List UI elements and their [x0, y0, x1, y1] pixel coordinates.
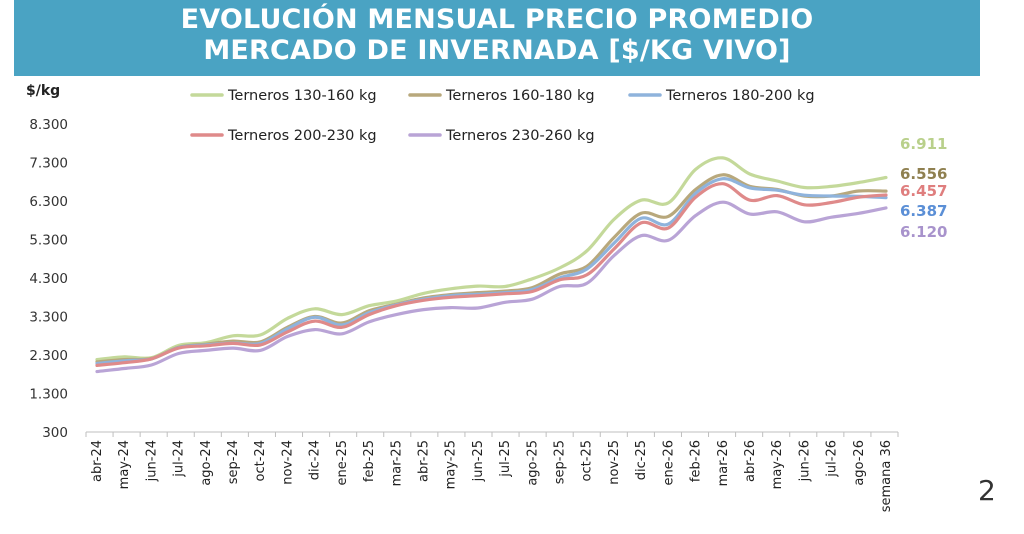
y-tick-label: 2.300 [29, 348, 68, 364]
series-line-3 [95, 177, 888, 366]
x-tick-label: jun-25 [471, 440, 486, 482]
y-tick-label: 4.300 [29, 271, 68, 287]
x-tick-label: nov-25 [607, 440, 622, 485]
x-tick-label: abr-24 [90, 440, 105, 482]
x-tick-label: oct-25 [580, 440, 595, 481]
x-tick-label: dic-25 [634, 440, 649, 480]
x-tick-label: oct-24 [253, 440, 268, 481]
series-line-5 [95, 200, 888, 374]
y-axis-label: $/kg [26, 83, 60, 99]
x-tick-label: ago-24 [199, 440, 214, 486]
x-tick-label: ago-26 [852, 440, 867, 486]
x-tick-label: mar-26 [716, 440, 731, 486]
x-tick-label: may-24 [117, 440, 132, 489]
end-value-label: 6.556 [900, 165, 947, 183]
x-tick-label: ene-26 [661, 440, 676, 485]
legend-entry-label: Terneros 230-260 kg [445, 128, 595, 144]
series-line-4 [95, 182, 888, 367]
title-banner: EVOLUCIÓN MENSUAL PRECIO PROMEDIO MERCAD… [14, 0, 980, 76]
y-tick-label: 3.300 [29, 310, 68, 326]
legend-entry-label: Terneros 160-180 kg [445, 88, 595, 104]
x-tick-label: jun-26 [797, 440, 812, 482]
legend-entry-label: Terneros 200-230 kg [227, 128, 377, 144]
end-value-label: 6.457 [900, 182, 947, 200]
x-tick-label: ago-25 [525, 440, 540, 486]
x-tick-label: sep-24 [226, 440, 241, 484]
page-number: 2 [978, 474, 996, 507]
y-tick-label: 8.300 [29, 117, 68, 133]
x-tick-label: jun-24 [144, 440, 159, 482]
x-tick-label: dic-24 [308, 440, 323, 480]
x-tick-label: sep-25 [553, 440, 568, 484]
chart-title-line-1: EVOLUCIÓN MENSUAL PRECIO PROMEDIO [180, 4, 814, 35]
legend-entry-label: Terneros 130-160 kg [227, 88, 377, 104]
end-value-label: 6.911 [900, 135, 947, 153]
x-tick-label: may-26 [770, 440, 785, 489]
y-tick-label: 300 [42, 425, 68, 441]
x-tick-label: feb-25 [362, 440, 377, 482]
x-tick-label: nov-24 [280, 440, 295, 485]
x-tick-label: jul-25 [498, 440, 513, 478]
series-line-1 [95, 156, 888, 362]
x-tick-label: ene-25 [335, 440, 350, 485]
y-tick-label: 7.300 [29, 156, 68, 172]
x-tick-label: may-25 [444, 440, 459, 489]
legend-entry-label: Terneros 180-200 kg [665, 88, 815, 104]
x-tick-label: abr-25 [416, 440, 431, 482]
x-tick-label: jul-24 [172, 440, 187, 478]
y-tick-label: 5.300 [29, 233, 68, 249]
chart-title-line-2: MERCADO DE INVERNADA [$/KG VIVO] [203, 35, 791, 66]
end-value-label: 6.387 [900, 202, 947, 220]
x-tick-label: feb-26 [689, 440, 704, 482]
x-tick-label: semana 36 [879, 440, 894, 512]
x-tick-label: jul-26 [825, 440, 840, 478]
y-tick-label: 1.300 [29, 387, 68, 403]
y-tick-label: 6.300 [29, 194, 68, 210]
end-value-label: 6.120 [900, 223, 947, 241]
series-line-2 [95, 173, 888, 364]
x-tick-label: mar-25 [389, 440, 404, 486]
x-tick-label: abr-26 [743, 440, 758, 482]
